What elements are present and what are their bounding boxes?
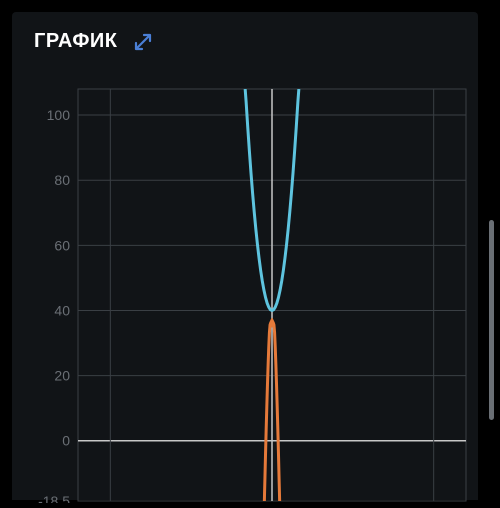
svg-text:20: 20 (54, 368, 70, 384)
svg-text:40: 40 (54, 302, 70, 318)
expand-icon[interactable] (134, 33, 152, 51)
panel-title: ГРАФИК (34, 30, 118, 53)
svg-text:60: 60 (54, 237, 70, 253)
chart-panel: ГРАФИК -18.5020406080100-50050 (12, 12, 478, 500)
svg-text:0: 0 (62, 433, 70, 449)
chart-area: -18.5020406080100-50050 (22, 83, 468, 503)
panel-header: ГРАФИК (12, 12, 478, 63)
svg-text:-18.5: -18.5 (38, 493, 70, 503)
svg-text:80: 80 (54, 172, 70, 188)
chart-svg: -18.5020406080100-50050 (22, 83, 468, 503)
scrollbar[interactable] (489, 220, 494, 420)
svg-text:100: 100 (47, 107, 71, 123)
